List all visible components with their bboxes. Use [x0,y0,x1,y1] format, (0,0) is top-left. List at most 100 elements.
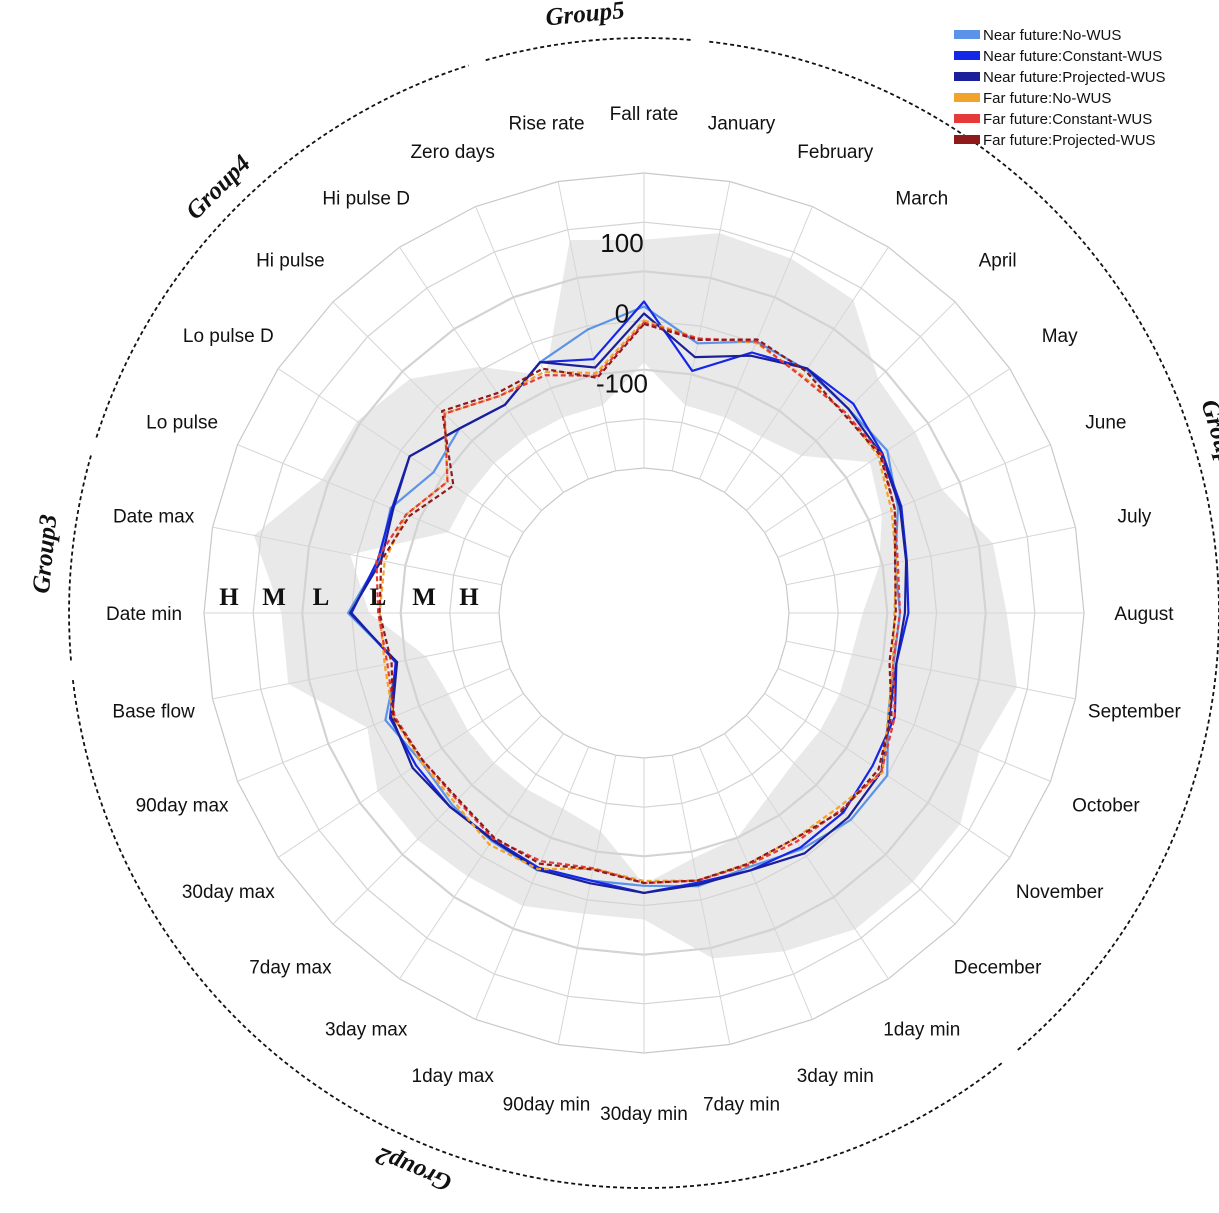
series-line-5 [378,322,897,885]
category-label: 3day min [797,1066,874,1087]
category-label: December [954,958,1042,979]
legend-swatch [954,114,980,123]
group-arc-2 [71,678,1003,1189]
legend-label: Far future:Constant-WUS [983,111,1152,128]
category-label: March [895,188,948,209]
series-lines [346,300,910,895]
category-label: 7day max [249,958,332,979]
legend-swatch [954,51,980,60]
range-band [253,233,1018,959]
grid-spoke [724,733,889,980]
category-label: Date min [106,604,182,625]
group-label: Group4 [181,150,256,225]
category-label: February [797,142,874,163]
category-label: August [1114,604,1174,625]
category-label: Hi pulse D [322,188,410,209]
hml-label: H [219,584,239,611]
grid-spoke [746,301,956,511]
grid-spoke [277,693,524,858]
legend-label: Far future:Projected-WUS [983,132,1156,149]
category-label: October [1072,795,1140,816]
category-label: April [979,250,1017,271]
grid-spoke [399,733,564,980]
category-label: Hi pulse [256,250,325,271]
grid-spoke [212,526,502,586]
group-label: Group1 [1195,396,1219,480]
grid-spoke [475,206,589,480]
group-label: Group2 [372,1141,455,1196]
category-label: 30day max [182,882,275,903]
category-label: January [708,114,776,135]
category-label: September [1088,702,1182,723]
grid-spoke [671,181,731,471]
category-label: Zero days [410,142,494,163]
category-label: 1day min [883,1020,960,1041]
grid-spoke [332,301,542,511]
hml-label: L [313,584,330,611]
grid-spoke [475,746,589,1020]
hml-label: M [262,584,286,611]
category-label: Base flow [112,702,195,723]
grid-spoke [212,640,502,700]
category-label: Lo pulse [146,413,218,434]
grid-spoke [786,526,1076,586]
category-label: 7day min [703,1094,780,1115]
ring-tick-label: -100 [596,369,648,399]
group-label: Group3 [28,513,63,594]
group-arc-4 [95,64,469,438]
category-label: 30day min [600,1104,688,1125]
variability-band [253,233,1018,959]
grid-spoke [237,668,511,782]
category-label: 90day max [136,795,229,816]
grid-spoke [277,368,524,533]
category-label: May [1042,326,1078,347]
grid-ring [498,467,790,759]
legend-label: Near future:Projected-WUS [983,69,1166,86]
grid-spoke [237,444,511,558]
hml-label: L [370,584,387,611]
grid-spoke [786,640,1076,700]
group-arcs: Group5 Group1 Group2 Group3 Group4 [28,0,1219,1197]
category-label: June [1085,413,1126,434]
legend-swatch [954,93,980,102]
group-arc-3 [68,454,93,661]
legend-label: Far future:No-WUS [983,90,1111,107]
grid-spoke [699,746,813,1020]
category-label: July [1118,507,1152,528]
polar-grid [203,172,1085,1054]
ring-tick-label: 100 [600,228,643,258]
category-label: Rise rate [508,114,584,135]
category-label: 1day max [412,1066,495,1087]
series-line-2 [349,312,908,895]
grid-spoke [332,715,542,925]
series-line-0 [346,305,902,888]
legend-label: Near future:Constant-WUS [983,48,1162,65]
legend: Near future:No-WUS Near future:Constant-W… [954,27,1166,149]
grid-spoke [399,246,564,493]
legend-swatch [954,72,980,81]
legend-label: Near future:No-WUS [983,27,1121,44]
group-arc-0 [485,37,692,62]
grid-spoke [777,668,1051,782]
category-label: 3day max [325,1020,408,1041]
legend-swatch [954,30,980,39]
ring-tick-labels: 100 0 -100 [596,228,648,398]
category-label: November [1016,882,1104,903]
category-label: Date max [113,507,195,528]
grid-spoke [777,444,1051,558]
grid-spoke [557,181,617,471]
ring-tick-label: 0 [615,298,629,328]
hml-label: M [412,584,436,611]
category-labels: Fall rate January February March April May Jun… [106,104,1182,1125]
grid-spoke [557,755,617,1045]
series-line-3 [378,319,898,883]
grid-spoke [671,755,731,1045]
category-label: Lo pulse D [183,326,274,347]
category-label: Fall rate [610,104,679,125]
legend-swatch [954,135,980,144]
group-label: Group5 [544,0,625,31]
hml-label: H [459,584,479,611]
category-label: 90day min [503,1094,591,1115]
